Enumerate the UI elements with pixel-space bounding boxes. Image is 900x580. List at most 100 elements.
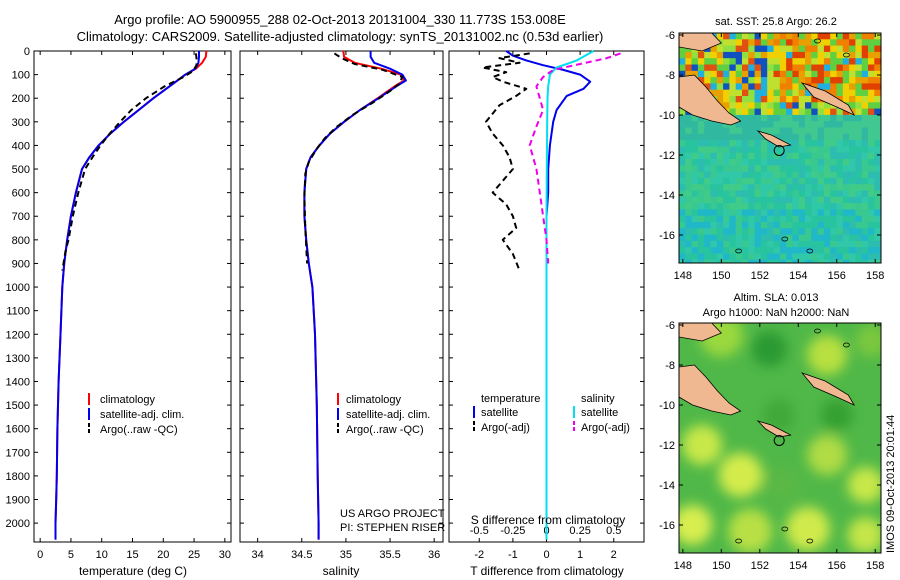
sst-map-cell [823, 114, 831, 122]
sst-map-cell [861, 228, 869, 235]
sst-map-cell [748, 184, 755, 191]
sst-map-cell [729, 89, 736, 97]
sst-map-cell [836, 83, 844, 90]
sst-map-cell [704, 228, 711, 235]
sst-map-cell [742, 184, 749, 191]
sst-map-cell [786, 234, 793, 242]
sst-map-cell [830, 58, 837, 65]
sst-map-cell [729, 253, 736, 261]
sst-map-cell [830, 121, 837, 128]
sst-map-cell [798, 108, 806, 116]
ytick-label: 700 [12, 211, 30, 223]
sst-map-cell [729, 77, 736, 84]
sst-map-cell [855, 165, 862, 172]
sst-map-cell [760, 45, 768, 53]
sst-map-cell [754, 51, 762, 59]
sst-map-cell [691, 215, 699, 223]
sst-map-cell [855, 240, 862, 248]
salinity-legend: climatology satellite-adj. clim. Argo(..… [337, 393, 430, 436]
sst-map-cell [855, 114, 862, 122]
sst-map-cell [805, 184, 812, 191]
sla-map-land [679, 364, 742, 416]
sst-map-cell [792, 102, 799, 109]
sst-map-cell [874, 228, 881, 235]
sla-map-land [800, 372, 856, 406]
sst-map-cell [805, 133, 812, 141]
temperature-axes-box [33, 50, 232, 543]
sst-map-cell [823, 133, 831, 141]
sst-map-cell [868, 133, 875, 141]
sst-map-cell [691, 222, 699, 229]
sst-map-cell [874, 96, 881, 103]
sst-map-cell [836, 108, 844, 116]
sst-map-cell [868, 64, 875, 72]
legend-satellite-label: satellite-adj. clim. [346, 409, 430, 421]
sst-map-cell [735, 51, 743, 59]
sst-map-cell [817, 184, 825, 191]
sst-map-cell [767, 121, 774, 128]
sst-map-cell [855, 247, 862, 254]
sst-map-cell [697, 58, 705, 65]
sst-map-cell [679, 247, 686, 254]
sst-map-cell [836, 177, 844, 185]
sst-map-cell [779, 196, 787, 204]
sst-map-cell [817, 58, 825, 65]
sst-map-cell [849, 203, 856, 210]
sst-map-cell [861, 77, 869, 84]
sst-map-cell [742, 64, 749, 72]
sst-map-cell [735, 45, 743, 53]
sst-map-cell [805, 77, 812, 84]
sst-map-cell [760, 108, 768, 116]
sst-map-cell [868, 108, 875, 116]
sst-map-cell [823, 152, 831, 160]
sst-map-cell [754, 259, 762, 263]
sst-map-cell [811, 247, 818, 254]
xtick-label: 34.5 [291, 549, 312, 561]
sst-map-cell [836, 215, 844, 223]
sst-map-cell [786, 253, 793, 261]
sst-map-cell [880, 203, 881, 210]
sst-map-cell [748, 114, 755, 122]
sst-map-cell [855, 33, 862, 40]
sst-map-cell [773, 96, 781, 103]
sst-map-cell [823, 184, 831, 191]
sst-map-cell [704, 196, 711, 204]
sst-map-cell [735, 127, 743, 135]
map-ytick-label: -12 [659, 150, 675, 162]
sst-map-cell [754, 209, 762, 216]
sst-map-cell [710, 234, 718, 242]
sst-map-cell [880, 45, 881, 53]
sst-map-cell [811, 209, 818, 216]
sst-map-cell [868, 184, 875, 191]
sst-map-cell [792, 234, 799, 242]
sst-map-cell [811, 70, 818, 78]
sst-map-cell [697, 140, 705, 147]
sst-map-cell [685, 70, 692, 78]
sst-map-cell [779, 45, 787, 53]
sst-map-cell [874, 114, 881, 122]
sst-map-cell [729, 102, 736, 109]
sst-map-cell [805, 114, 812, 122]
sst-map-cell [817, 203, 825, 210]
sst-map-cell [729, 33, 736, 40]
sst-map-cell [760, 190, 768, 198]
sst-map-cell [842, 121, 850, 128]
sst-map-cell [754, 228, 762, 235]
sst-map-cell [760, 70, 768, 78]
sst-map-cell [798, 89, 806, 97]
sst-map-cell [786, 96, 793, 103]
sst-map-cell [874, 33, 881, 40]
sst-map-cell [836, 58, 844, 65]
sst-map-cell [861, 177, 869, 185]
sst-map-cell [849, 146, 856, 153]
sst-map-cell [849, 102, 856, 109]
sst-map-cell [754, 70, 762, 78]
sst-map-cell [767, 89, 774, 97]
sst-map-cell [817, 234, 825, 242]
sst-map-cell [779, 152, 787, 160]
sst-map-cell [861, 190, 869, 198]
sst-map-cell [748, 70, 755, 78]
sst-map-cell [723, 121, 730, 128]
sst-map-cell [704, 127, 711, 135]
sst-map-cell [798, 234, 806, 242]
